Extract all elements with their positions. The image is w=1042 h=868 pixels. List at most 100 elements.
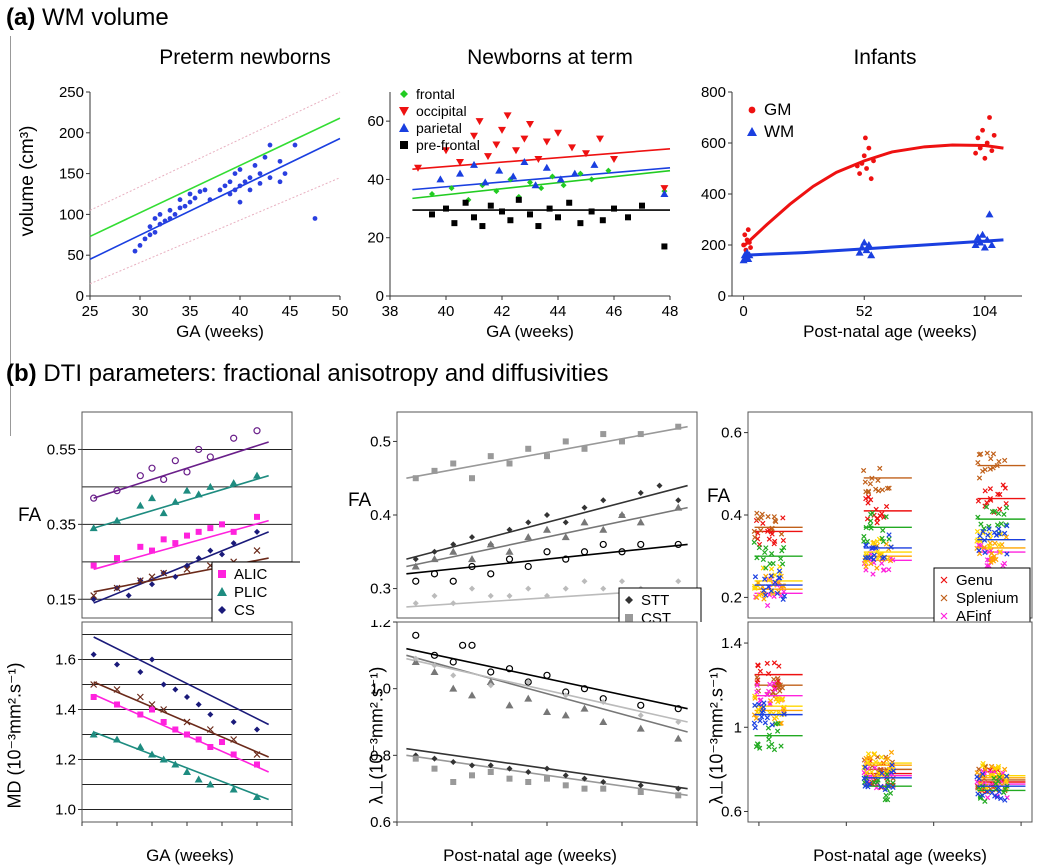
legend-label: CS bbox=[234, 602, 255, 619]
data-point bbox=[138, 243, 143, 248]
data-point bbox=[582, 578, 588, 584]
data-point bbox=[253, 472, 261, 479]
ylabel-md-ga: MD (10⁻³mm².s⁻¹) bbox=[5, 651, 26, 821]
data-point bbox=[163, 219, 168, 224]
data-point bbox=[161, 536, 167, 542]
data-point bbox=[638, 712, 644, 718]
panel-a-title: WM volume bbox=[42, 4, 169, 31]
data-point bbox=[766, 514, 770, 518]
data-point bbox=[450, 672, 456, 678]
data-point bbox=[492, 141, 500, 148]
data-point bbox=[231, 719, 237, 725]
data-point bbox=[148, 494, 156, 501]
plot-area: 0.3 0.4 0.5 STTCSTORILFCG bbox=[370, 412, 701, 622]
data-point bbox=[765, 603, 769, 607]
data-point bbox=[978, 146, 983, 151]
data-point bbox=[219, 521, 225, 527]
xlabel-lperp-infant: Post-natal age (weeks) bbox=[790, 846, 1010, 866]
data-point bbox=[661, 243, 667, 249]
data-point bbox=[520, 136, 528, 143]
data-point bbox=[562, 711, 570, 718]
data-point bbox=[137, 473, 143, 479]
data-point bbox=[637, 725, 645, 732]
data-point bbox=[543, 526, 551, 533]
data-point bbox=[535, 223, 541, 229]
data-point bbox=[742, 232, 747, 237]
data-point bbox=[183, 487, 191, 494]
data-point bbox=[675, 792, 681, 798]
data-point bbox=[172, 727, 178, 733]
chart-lperp-pna: 0.60.81.01.237111519 bbox=[345, 620, 725, 828]
data-point bbox=[997, 543, 1001, 547]
fit-line bbox=[90, 139, 340, 260]
data-point bbox=[619, 438, 625, 444]
data-point bbox=[149, 657, 155, 663]
fit-line bbox=[90, 178, 340, 284]
data-point bbox=[599, 718, 607, 725]
fit-line bbox=[94, 476, 269, 528]
data-point bbox=[875, 520, 879, 524]
data-point bbox=[563, 438, 569, 444]
data-point bbox=[413, 578, 419, 584]
data-point bbox=[764, 566, 768, 570]
data-point bbox=[879, 755, 883, 759]
data-point bbox=[254, 529, 260, 535]
data-point bbox=[871, 158, 876, 163]
y-tick-label: 1.2 bbox=[55, 752, 76, 769]
x-tick-label: 25 bbox=[82, 303, 99, 320]
data-point bbox=[752, 540, 756, 544]
ylabel-fa-infant: FA bbox=[707, 486, 730, 508]
data-point bbox=[993, 541, 997, 545]
data-point bbox=[577, 220, 583, 226]
legend-marker bbox=[218, 570, 226, 578]
data-point bbox=[231, 752, 237, 758]
data-point bbox=[161, 719, 167, 725]
data-point bbox=[238, 183, 243, 188]
data-point bbox=[432, 756, 438, 762]
y-tick-label: 0.55 bbox=[47, 441, 76, 458]
data-point bbox=[471, 214, 477, 220]
data-point bbox=[254, 514, 260, 520]
data-point bbox=[219, 739, 225, 745]
data-point bbox=[1001, 563, 1005, 567]
data-point bbox=[149, 548, 155, 554]
chart-title-preterm: Preterm newborns bbox=[95, 46, 395, 70]
data-point bbox=[775, 729, 779, 733]
data-point bbox=[479, 223, 485, 229]
ylabel-fa-ga: FA bbox=[18, 505, 41, 527]
y-tick-label: 0.4 bbox=[370, 507, 391, 524]
legend: GenuSpleniumAFinfUFILFPLICALIC bbox=[934, 568, 1030, 622]
data-point bbox=[638, 702, 644, 708]
data-point bbox=[747, 240, 752, 245]
data-point bbox=[1004, 501, 1008, 505]
data-point bbox=[463, 200, 469, 206]
y-tick-label: 200 bbox=[59, 125, 84, 142]
data-point bbox=[184, 732, 190, 738]
data-point bbox=[137, 712, 143, 718]
data-point bbox=[168, 216, 173, 221]
data-point bbox=[996, 511, 1000, 515]
data-point bbox=[413, 756, 419, 762]
panel-b-letter: (b) bbox=[6, 360, 37, 387]
data-point bbox=[476, 118, 484, 125]
data-point bbox=[488, 571, 494, 577]
data-point bbox=[114, 702, 120, 708]
data-point bbox=[507, 593, 513, 599]
xlabel-preterm: GA (weeks) bbox=[160, 322, 280, 342]
y-tick-label: 1.6 bbox=[55, 652, 76, 669]
data-point bbox=[91, 652, 97, 658]
plot-area: 0.611.404080120 bbox=[721, 622, 1033, 828]
data-point bbox=[976, 136, 981, 141]
data-point bbox=[866, 146, 871, 151]
data-point bbox=[599, 526, 607, 533]
x-tick-label: 45 bbox=[282, 303, 299, 320]
x-tick-label: 40 bbox=[438, 303, 455, 320]
x-tick-label: 46 bbox=[606, 303, 623, 320]
data-point bbox=[771, 561, 775, 565]
data-point bbox=[869, 176, 874, 181]
data-point bbox=[488, 669, 494, 675]
x-tick-label: 48 bbox=[662, 303, 679, 320]
data-point bbox=[765, 716, 769, 720]
data-point bbox=[997, 507, 1001, 511]
data-point bbox=[767, 537, 771, 541]
